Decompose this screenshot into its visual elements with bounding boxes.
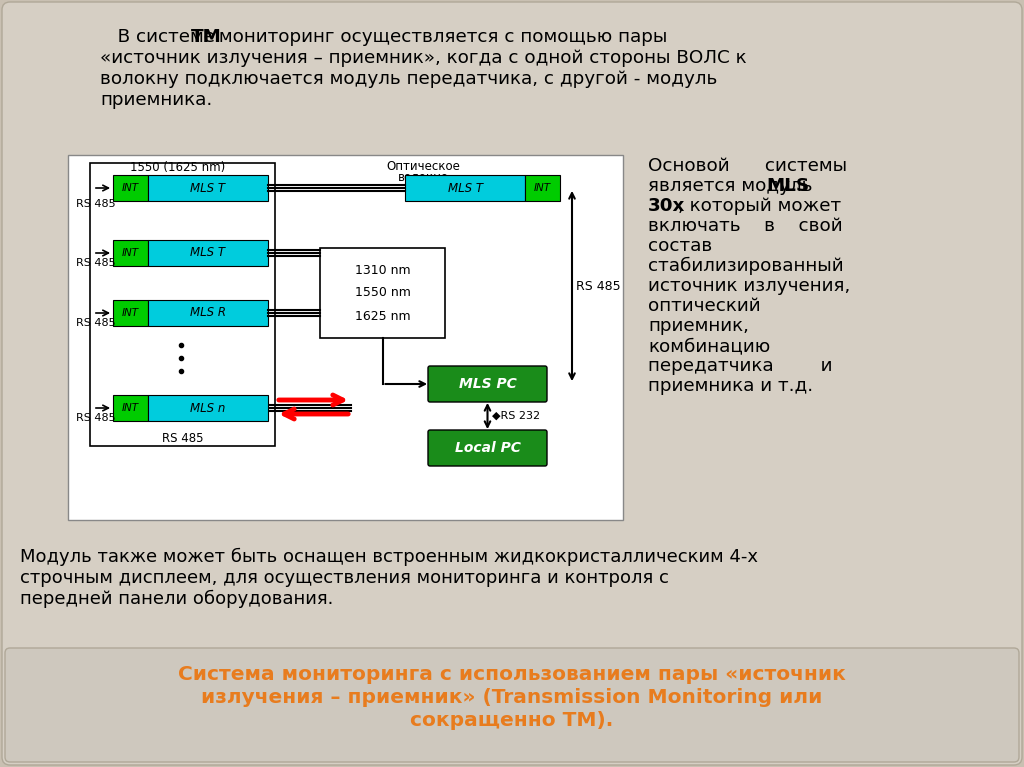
Bar xyxy=(319,248,445,338)
Text: RS 485: RS 485 xyxy=(76,413,116,423)
Text: оптический: оптический xyxy=(648,297,761,315)
Text: MLS PC: MLS PC xyxy=(459,377,516,391)
Bar xyxy=(68,155,623,520)
FancyBboxPatch shape xyxy=(428,430,547,466)
Text: RS 485: RS 485 xyxy=(162,432,203,445)
Bar xyxy=(113,240,148,266)
Text: RS 485: RS 485 xyxy=(76,318,116,328)
Text: является модуль: является модуль xyxy=(648,177,818,195)
Text: MLS T: MLS T xyxy=(447,182,482,195)
Text: передатчика        и: передатчика и xyxy=(648,357,833,375)
Bar xyxy=(90,163,275,446)
Text: Система мониторинга с использованием пары «источник: Система мониторинга с использованием пар… xyxy=(178,665,846,684)
Bar xyxy=(148,395,268,421)
Bar xyxy=(148,240,268,266)
Text: ◆RS 232: ◆RS 232 xyxy=(492,411,540,421)
Text: MLS T: MLS T xyxy=(190,182,225,195)
Text: приемника и т.д.: приемника и т.д. xyxy=(648,377,813,395)
Bar xyxy=(113,395,148,421)
Text: INT: INT xyxy=(122,183,139,193)
Text: волокно: волокно xyxy=(397,171,449,184)
Text: мониторинг осуществляется с помощью пары: мониторинг осуществляется с помощью пары xyxy=(213,28,668,46)
Text: 1550 (1625 nm): 1550 (1625 nm) xyxy=(130,161,225,174)
Bar xyxy=(148,300,268,326)
FancyBboxPatch shape xyxy=(5,648,1019,762)
Text: 30x: 30x xyxy=(648,197,685,215)
Text: Модуль также может быть оснащен встроенным жидкокристаллическим 4-х: Модуль также может быть оснащен встроенн… xyxy=(20,548,758,566)
Text: RS 485: RS 485 xyxy=(76,199,116,209)
Text: MLS R: MLS R xyxy=(190,307,226,320)
Text: Основой      системы: Основой системы xyxy=(648,157,847,175)
Text: 1625 nm: 1625 nm xyxy=(354,310,411,322)
Text: комбинацию: комбинацию xyxy=(648,337,770,355)
Text: INT: INT xyxy=(122,403,139,413)
Text: MLS n: MLS n xyxy=(190,401,225,414)
Text: передней панели оборудования.: передней панели оборудования. xyxy=(20,590,334,608)
Text: состав: состав xyxy=(648,237,713,255)
Text: RS 485: RS 485 xyxy=(76,258,116,268)
Text: 1310 nm: 1310 nm xyxy=(354,264,411,276)
Text: приемника.: приемника. xyxy=(100,91,212,109)
Bar xyxy=(525,175,560,201)
Text: INT: INT xyxy=(122,308,139,318)
Text: , который может: , который может xyxy=(678,197,841,215)
Bar xyxy=(113,175,148,201)
Text: MLS T: MLS T xyxy=(190,246,225,259)
Bar xyxy=(406,175,525,201)
Text: MLS: MLS xyxy=(766,177,809,195)
Text: строчным дисплеем, для осуществления мониторинга и контроля с: строчным дисплеем, для осуществления мон… xyxy=(20,569,669,587)
FancyBboxPatch shape xyxy=(428,366,547,402)
Text: стабилизированный: стабилизированный xyxy=(648,257,844,275)
Text: INT: INT xyxy=(534,183,551,193)
Text: RS 485: RS 485 xyxy=(575,279,621,292)
Text: INT: INT xyxy=(122,248,139,258)
Text: Local PC: Local PC xyxy=(455,441,520,455)
Text: В системе: В системе xyxy=(100,28,221,46)
Text: ТМ: ТМ xyxy=(191,28,222,46)
Bar xyxy=(113,300,148,326)
Text: приемник,: приемник, xyxy=(648,317,749,335)
Text: сокращенно ТМ).: сокращенно ТМ). xyxy=(411,711,613,730)
Text: излучения – приемник» (Transmission Monitoring или: излучения – приемник» (Transmission Moni… xyxy=(202,688,822,707)
Text: включать    в    свой: включать в свой xyxy=(648,217,843,235)
Text: Оптическое: Оптическое xyxy=(386,160,460,173)
Text: «источник излучения – приемник», когда с одной стороны ВОЛС к: «источник излучения – приемник», когда с… xyxy=(100,49,746,67)
Text: 1550 nm: 1550 nm xyxy=(354,287,411,299)
Bar xyxy=(148,175,268,201)
Text: волокну подключается модуль передатчика, с другой - модуль: волокну подключается модуль передатчика,… xyxy=(100,70,718,88)
Text: источник излучения,: источник излучения, xyxy=(648,277,850,295)
